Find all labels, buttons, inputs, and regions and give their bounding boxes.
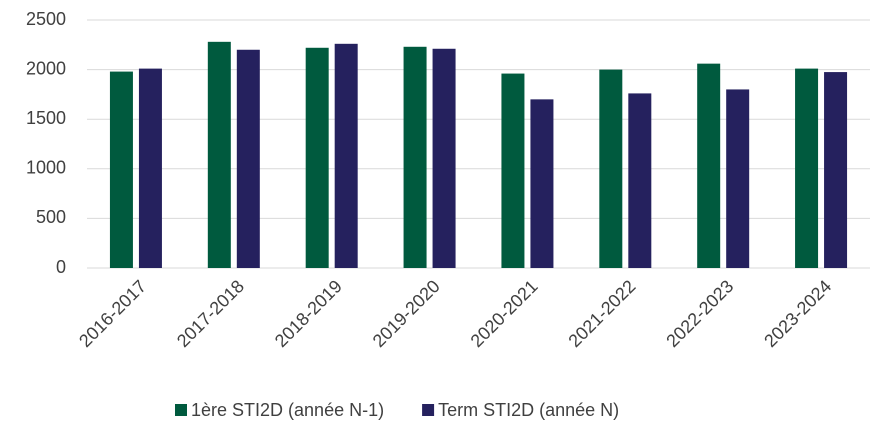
bar xyxy=(501,73,525,269)
y-tick-label: 2500 xyxy=(26,9,66,29)
bar xyxy=(432,48,456,268)
bar xyxy=(207,41,231,268)
x-tick-label: 2019-2020 xyxy=(369,276,444,351)
y-tick-label: 500 xyxy=(36,207,66,227)
bar xyxy=(334,43,358,268)
x-tick-label: 2016-2017 xyxy=(75,276,150,351)
x-tick-label: 2023-2024 xyxy=(760,276,835,351)
bar xyxy=(305,47,329,268)
y-tick-label: 0 xyxy=(56,257,66,277)
bar xyxy=(236,49,260,269)
bar xyxy=(824,72,848,268)
legend-swatch xyxy=(175,404,187,416)
x-tick-label: 2017-2018 xyxy=(173,276,248,351)
bar xyxy=(403,46,427,269)
bar xyxy=(726,89,750,268)
bar xyxy=(795,68,819,268)
bar xyxy=(109,71,133,268)
y-tick-label: 1500 xyxy=(26,108,66,128)
bar xyxy=(138,68,162,268)
x-tick-label: 2021-2022 xyxy=(564,276,639,351)
x-tick-label: 2018-2019 xyxy=(271,276,346,351)
legend-swatch xyxy=(422,404,435,416)
bar xyxy=(628,93,652,269)
x-tick-label: 2020-2021 xyxy=(467,276,542,351)
y-tick-label: 1000 xyxy=(26,158,66,178)
legend-label: Term STI2D (année N) xyxy=(438,400,619,420)
bar xyxy=(599,69,623,268)
x-tick-label: 2022-2023 xyxy=(662,276,737,351)
y-tick-label: 2000 xyxy=(26,58,66,78)
bar xyxy=(697,63,721,269)
bar xyxy=(530,99,554,268)
legend-label: 1ère STI2D (année N-1) xyxy=(191,400,384,420)
